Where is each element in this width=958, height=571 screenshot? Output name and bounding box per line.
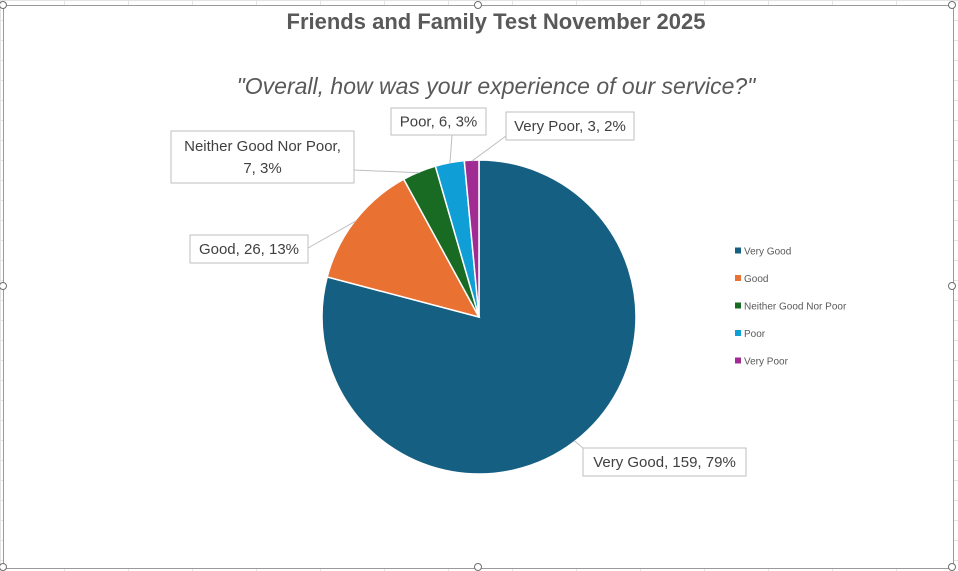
pie-slice-very-poor[interactable] bbox=[463, 159, 480, 318]
legend: Very Good Good Neither Good Nor Poor Poor Ve… bbox=[735, 247, 847, 368]
resize-handle-top-right[interactable] bbox=[948, 1, 956, 9]
legend-swatch-very-good bbox=[735, 247, 741, 254]
data-label-poor: Poor, 6, 3% bbox=[400, 114, 478, 131]
data-label-box-very-poor[interactable] bbox=[505, 111, 635, 141]
resize-handle-middle-left[interactable] bbox=[0, 282, 7, 290]
leader-lines bbox=[307, 134, 584, 449]
data-label-box-good[interactable] bbox=[189, 234, 309, 264]
resize-handle-middle-right[interactable] bbox=[948, 282, 956, 290]
leader-line-poor bbox=[449, 134, 453, 164]
leader-line-very-good bbox=[573, 440, 584, 449]
data-label-very-good: Very Good, 159, 79% bbox=[593, 454, 736, 471]
data-label-box-poor[interactable] bbox=[390, 107, 487, 136]
data-label-neither-good-nor-poor-line-1: Neither Good Nor Poor, bbox=[184, 138, 341, 155]
chart-subtitle: "Overall, how was your experience of our… bbox=[237, 73, 758, 99]
resize-handle-top-center[interactable] bbox=[474, 1, 482, 9]
data-label-good: Good, 26, 13% bbox=[199, 241, 299, 258]
legend-swatch-very-poor bbox=[735, 357, 741, 364]
pie-slice-good[interactable] bbox=[326, 178, 481, 319]
data-labels: Very Good, 159, 79% Good, 26, 13% Neither … bbox=[170, 107, 747, 477]
data-label-box-very-good[interactable] bbox=[582, 447, 747, 477]
legend-label-poor[interactable]: Poor bbox=[744, 329, 766, 340]
legend-swatch-poor bbox=[735, 330, 741, 336]
leader-line-neither-good-nor-poor bbox=[353, 169, 420, 174]
chart-title: Friends and Family Test November 2025 bbox=[287, 9, 706, 34]
leader-line-very-poor bbox=[471, 135, 507, 162]
leader-line-good bbox=[307, 220, 357, 249]
legend-swatch-neither-good-nor-poor bbox=[735, 302, 741, 309]
resize-handle-top-left[interactable] bbox=[0, 1, 7, 9]
data-label-neither-good-nor-poor-line-2: 7, 3% bbox=[243, 160, 281, 177]
pie-slices bbox=[321, 159, 637, 475]
legend-label-very-good[interactable]: Very Good bbox=[744, 247, 791, 258]
data-label-very-poor: Very Poor, 3, 2% bbox=[514, 118, 626, 135]
legend-swatch-good bbox=[735, 275, 741, 281]
legend-label-neither-good-nor-poor[interactable]: Neither Good Nor Poor bbox=[744, 302, 847, 313]
legend-label-very-poor[interactable]: Very Poor bbox=[744, 357, 789, 368]
data-label-box-neither-good-nor-poor[interactable] bbox=[170, 130, 355, 184]
legend-label-good[interactable]: Good bbox=[744, 274, 768, 285]
